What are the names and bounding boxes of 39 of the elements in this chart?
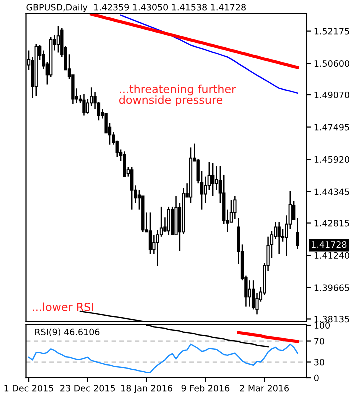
y-tick-label: 30 xyxy=(314,359,324,366)
y-tick-label: 100 xyxy=(314,322,330,329)
x-tick-label: 9 Feb 2016 xyxy=(182,384,230,392)
y-tick-label: 1.52175 xyxy=(314,28,350,35)
x-tick-label: 1 Dec 2015 xyxy=(4,385,54,392)
candlestick xyxy=(148,212,152,255)
x-tick-label: 18 Jan 2016 xyxy=(122,385,172,394)
text: 1.41728 xyxy=(312,241,347,248)
candlestick xyxy=(56,26,60,54)
y-tick-label: 1.44345 xyxy=(314,188,350,196)
y-tick-label: 1.50600 xyxy=(314,60,350,68)
candlestick xyxy=(248,280,252,308)
line-series xyxy=(90,14,300,70)
x-tick-label: 2 Mar 2016 xyxy=(240,385,290,392)
annotation: ...threatening further downside pressure xyxy=(119,84,236,106)
candlestick xyxy=(167,206,170,236)
chart-title: GBPUSD,Daily 1.42359 1.43050 1.41538 1.41728 xyxy=(26,4,246,12)
candlestick xyxy=(278,222,281,255)
y-tick-label: 1.41240 xyxy=(314,252,350,260)
candlestick xyxy=(123,150,126,178)
annotation: ...lower RSI xyxy=(33,302,94,312)
line-series xyxy=(237,331,300,344)
y-tick-label: 1.42815 xyxy=(314,220,350,227)
candlestick xyxy=(234,196,237,220)
y-tick-label: 1.39665 xyxy=(314,284,350,292)
line-series xyxy=(28,344,298,374)
candlestick xyxy=(82,94,86,116)
y-tick-label: 1.38135 xyxy=(314,316,350,323)
line-series xyxy=(120,14,298,94)
x-tick-label: 23 Dec 2015 xyxy=(60,385,116,392)
y-tick-label: 1.49070 xyxy=(314,92,350,98)
candlestick xyxy=(211,162,215,197)
chart-title: RSI(9) 46.6106 xyxy=(36,328,100,337)
y-tick-label: 0 xyxy=(314,374,319,382)
candlestick xyxy=(252,280,256,310)
y-tick-label: 70 xyxy=(314,338,324,345)
y-tick-label: 1.47495 xyxy=(314,124,350,131)
y-tick-label: 1.45920 xyxy=(314,156,350,164)
candlestick xyxy=(130,166,134,210)
